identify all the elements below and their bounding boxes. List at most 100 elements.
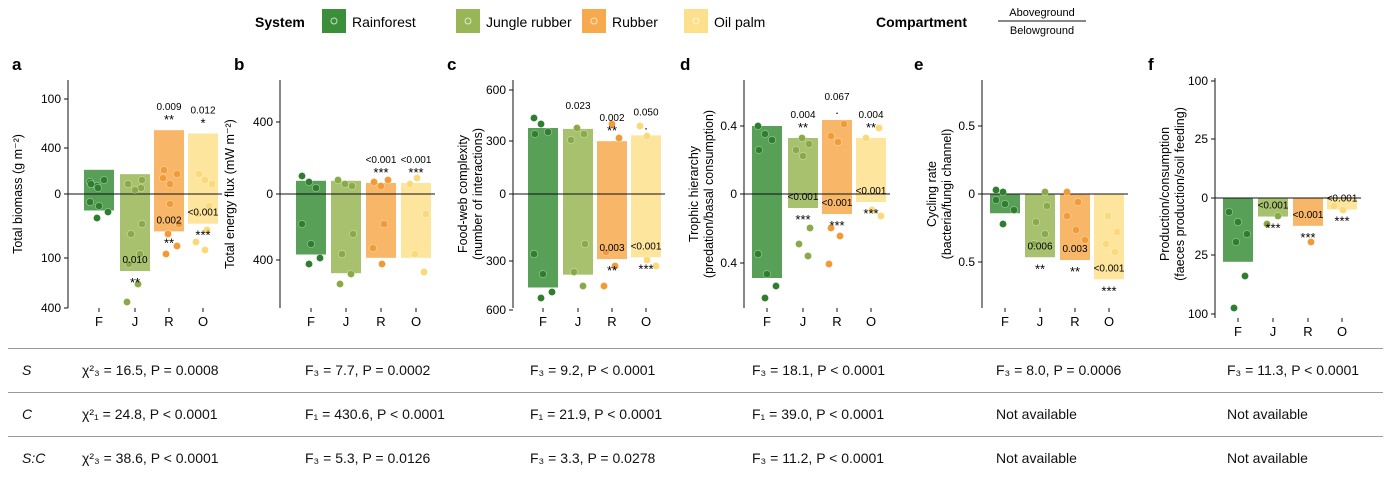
legend-swatch	[322, 9, 346, 33]
panel-c: c 0 300 600 300 600 Food-web complexity (number…	[447, 55, 665, 329]
statistics-table: S χ²₃ = 16.5, P = 0.0008 F₃ = 7.7, P = 0…	[0, 344, 1391, 483]
significance-stars: ***	[1265, 221, 1280, 236]
y-tick-label: 400	[253, 253, 273, 267]
p-value-label: 0.009	[156, 102, 181, 113]
bar-belowground	[120, 194, 150, 271]
data-point	[305, 260, 313, 268]
significance-stars: ***	[829, 218, 844, 233]
bar-belowground	[631, 194, 661, 258]
data-point	[305, 178, 313, 186]
bar-belowground	[401, 194, 431, 258]
data-point	[349, 230, 357, 238]
legend-compartment-bottom: Belowground	[1010, 25, 1074, 37]
data-point	[754, 122, 762, 130]
bar-aboveground	[631, 135, 661, 194]
legend-swatch	[684, 9, 708, 33]
data-point	[840, 120, 848, 128]
x-tick-label: F	[763, 314, 771, 329]
y-tick-label: 600	[486, 303, 506, 317]
y-tick-label: 0	[968, 187, 975, 201]
bar-belowground	[856, 194, 886, 202]
data-point	[643, 132, 651, 140]
bar-aboveground	[788, 138, 818, 194]
y-axis-label: Total biomass (g m⁻²)	[11, 134, 25, 254]
data-point	[763, 270, 771, 278]
y-tick-label: 0.4	[720, 256, 737, 270]
data-point	[531, 130, 539, 138]
significance-stars: *	[200, 116, 205, 131]
stats-row-divider	[8, 392, 1383, 393]
data-point	[194, 210, 202, 218]
y-tick-label: 400	[41, 141, 61, 155]
significance-stars: ***	[408, 165, 423, 180]
data-point	[567, 136, 575, 144]
y-tick-label: 0.5	[958, 119, 975, 133]
data-point	[124, 180, 132, 188]
data-point	[192, 238, 200, 246]
y-tick-label: 0.5	[958, 255, 975, 269]
bar-belowground	[188, 194, 218, 224]
panel-e: e 0 0.5 0.5 Cycling rate (bacteria/fungi chan…	[914, 55, 1128, 329]
data-point	[125, 260, 133, 268]
p-value-label: 0.006	[1027, 241, 1052, 252]
data-point	[420, 268, 428, 276]
x-tick-label: J	[343, 314, 350, 329]
x-tick-label: J	[1037, 314, 1044, 329]
data-point	[643, 256, 651, 264]
data-point	[1030, 240, 1038, 248]
p-value-label: 0.003	[599, 243, 624, 254]
bar-aboveground	[528, 128, 558, 194]
data-point	[160, 166, 168, 174]
x-tick-label: F	[95, 314, 103, 329]
significance-stars: **	[607, 263, 617, 278]
data-point	[173, 242, 181, 250]
bar-belowground	[752, 194, 782, 278]
data-point	[1032, 218, 1040, 226]
p-value-label: <0.001	[188, 208, 219, 219]
data-point	[104, 208, 112, 216]
data-point	[1041, 188, 1049, 196]
data-point	[348, 182, 356, 190]
data-point	[761, 294, 769, 302]
x-tick-label: O	[1104, 314, 1114, 329]
data-point	[1102, 240, 1110, 248]
data-point	[868, 206, 876, 214]
data-point	[138, 176, 146, 184]
data-point	[636, 122, 644, 130]
data-point	[799, 152, 807, 160]
data-point	[173, 170, 181, 178]
data-point	[1225, 208, 1233, 216]
data-point	[166, 180, 174, 188]
p-value-label: <0.001	[401, 155, 432, 166]
x-tick-label: F	[539, 314, 547, 329]
data-point	[384, 176, 392, 184]
p-value-label: <0.001	[788, 192, 819, 203]
data-point	[422, 210, 430, 218]
data-point	[827, 224, 835, 232]
y-tick-label: 0	[499, 187, 506, 201]
y-tick-label: 300	[486, 134, 506, 148]
significance-stars: **	[607, 123, 617, 138]
y-tick-label: 0.4	[720, 119, 737, 133]
data-point	[1001, 200, 1009, 208]
data-point	[203, 226, 211, 234]
x-tick-label: R	[832, 314, 841, 329]
significance-stars: ***	[795, 212, 810, 227]
stats-row-sc: S:C χ²₃ = 38.6, P < 0.0001 F₃ = 5.3, P =…	[0, 436, 1391, 480]
stats-cell: Not available	[996, 450, 1077, 466]
data-point	[992, 196, 1000, 204]
p-value-label: <0.001	[631, 241, 662, 252]
p-value-label: 0.004	[790, 110, 815, 121]
y-axis-label-2: (predation/basal consumption)	[702, 110, 716, 278]
data-point	[87, 180, 95, 188]
panel-d: d 0 0.4 0.4 Trophic hierarchy (predation/basa…	[680, 55, 890, 329]
legend-system-title: System	[255, 14, 305, 30]
stats-cell: F₁ = 39.0, P < 0.0001	[752, 406, 885, 422]
data-point	[615, 134, 623, 142]
data-point	[804, 252, 812, 260]
stats-row-divider	[8, 436, 1383, 437]
data-point	[548, 288, 556, 296]
data-point	[999, 220, 1007, 228]
data-point	[862, 134, 870, 142]
x-tick-label: R	[376, 314, 385, 329]
